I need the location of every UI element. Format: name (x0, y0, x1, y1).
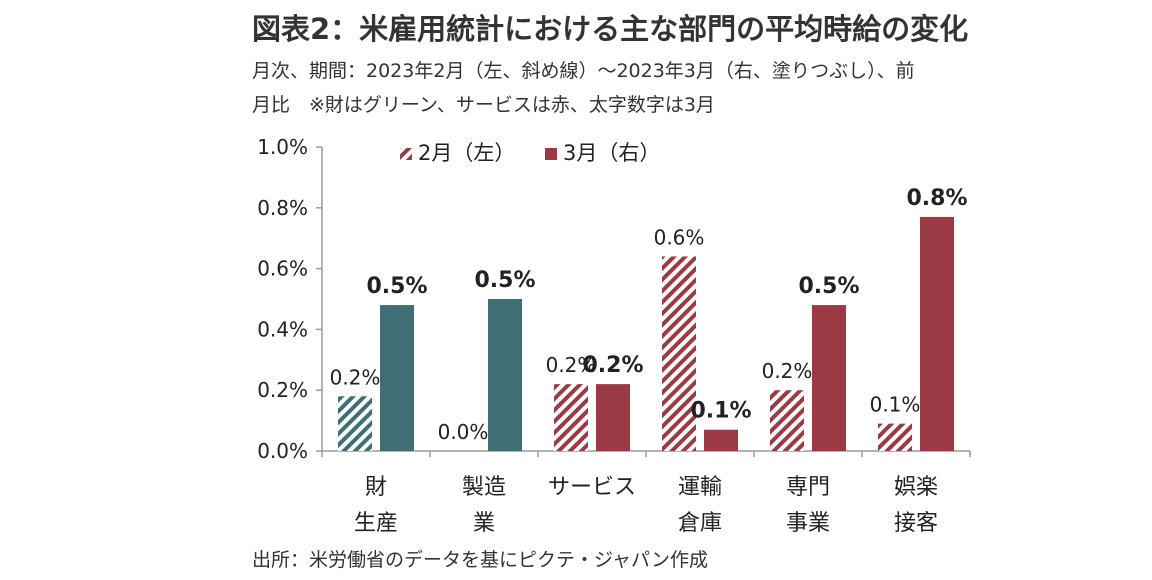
x-category-label-5: 娯楽 (894, 475, 938, 500)
y-tick-label: 0.2% (257, 378, 308, 402)
bar-mar-5 (920, 216, 954, 451)
data-label-feb-0: 0.2% (330, 365, 381, 389)
data-label-feb-4: 0.2% (762, 359, 813, 383)
bar-mar-3 (704, 429, 738, 451)
bar-mar-1 (488, 299, 522, 451)
data-label-mar-4: 0.5% (798, 274, 859, 299)
x-category-label-5: 接客 (894, 511, 938, 536)
legend-swatch-feb (400, 148, 412, 160)
legend-label-mar: 3月（右） (563, 141, 660, 165)
bar-feb-0 (338, 396, 372, 451)
y-tick-label: 0.6% (257, 257, 308, 281)
data-label-mar-1: 0.5% (474, 268, 535, 293)
x-category-label-4: 専門 (786, 475, 830, 500)
y-tick-label: 0.8% (257, 196, 308, 220)
data-label-mar-5: 0.8% (906, 186, 967, 211)
x-category-label-3: 倉庫 (678, 511, 722, 536)
data-label-feb-2: 0.2% (546, 353, 597, 377)
source-note: 出所：米労働省のデータを基にピクテ・ジャパン作成 (252, 549, 709, 571)
bar-feb-2 (554, 384, 588, 451)
x-category-label-2: サービス (548, 475, 636, 500)
x-category-label-4: 事業 (786, 511, 830, 536)
x-category-label-0: 生産 (354, 511, 398, 536)
x-category-label-0: 財 (365, 475, 387, 500)
y-tick-label: 0.4% (257, 317, 308, 341)
y-tick-label: 1.0% (257, 135, 308, 159)
x-category-label-1: 業 (473, 511, 495, 536)
bar-feb-3 (662, 256, 696, 451)
legend-label-feb: 2月（左） (418, 141, 515, 165)
chart-subtitle-line1: 月次、期間：2023年2月（左、斜め線）～2023年3月（右、塗りつぶし）、前 (252, 60, 915, 82)
y-tick-label: 0.0% (257, 439, 308, 463)
chart-subtitle-line2: 月比 ※財はグリーン、サービスは赤、太字数字は3月 (252, 94, 715, 116)
bar-mar-4 (812, 305, 846, 451)
x-category-label-1: 製造 (462, 475, 506, 500)
data-label-feb-5: 0.1% (870, 393, 921, 417)
bar-feb-5 (878, 423, 912, 451)
bar-mar-0 (380, 305, 414, 451)
data-label-mar-2: 0.2% (582, 353, 643, 378)
data-label-mar-3: 0.1% (690, 399, 751, 424)
legend-swatch-mar (545, 148, 557, 160)
chart-title: 図表2：米雇用統計における主な部門の平均時給の変化 (252, 12, 969, 46)
data-label-feb-3: 0.6% (654, 225, 705, 249)
data-label-feb-1: 0.0% (438, 420, 489, 444)
x-category-label-3: 運輸 (678, 475, 722, 500)
bar-feb-4 (770, 390, 804, 451)
legend: 2月（左） 3月（右） (400, 141, 660, 165)
data-label-mar-0: 0.5% (366, 274, 427, 299)
bar-mar-2 (596, 384, 630, 451)
